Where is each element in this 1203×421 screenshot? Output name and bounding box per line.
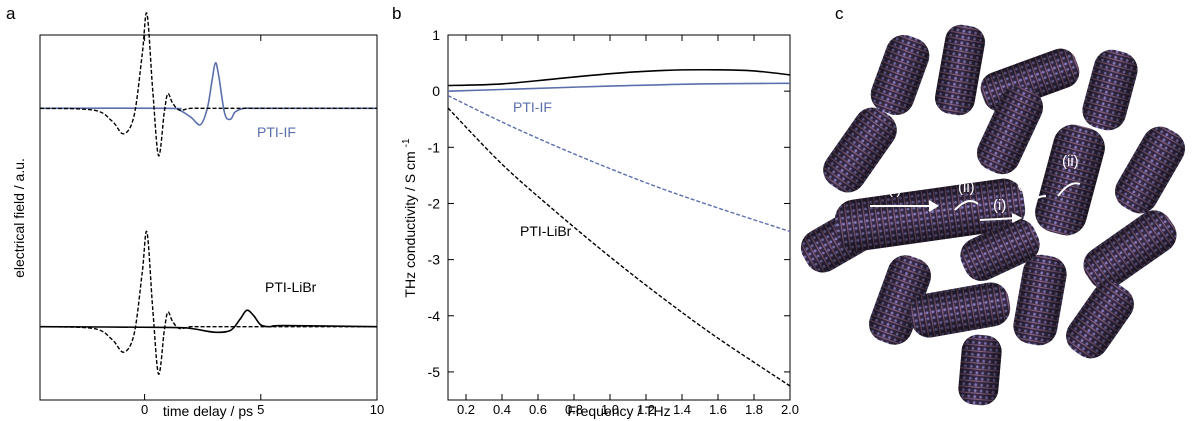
panel-b-x-tick-label: 2.0 [781, 402, 799, 417]
panel-a-series [39, 12, 378, 375]
panel-b-y-tick-label: -2 [428, 195, 441, 211]
arrow-hop-3 [1057, 182, 1081, 197]
panel-b: 0.2 0.4 0.6 0.8 1.0 1.2 1.4 1.6 1.8 2.0 1 0 -1 -2 -3 -4… [401, 27, 799, 419]
panel-a-series-2 [39, 309, 378, 334]
panel-b-x-tick-label: 0.2 [457, 402, 475, 417]
panel-b-label-pti-if: PTI-IF [513, 99, 552, 115]
panel-a: 0 5 10 time delay / ps electrical field / … [11, 12, 384, 419]
panel-a-label-pti-if: PTI-IF [257, 124, 296, 140]
panel-b-series-3 [447, 107, 791, 387]
panel-a-ylabel: electrical field / a.u. [11, 158, 27, 278]
panel-letter-a: a [6, 4, 16, 23]
arrow-hop-2 [1026, 195, 1047, 213]
panel-a-label-pti-libr: PTI-LiBr [265, 279, 317, 295]
annotation-i-1: (i) [888, 181, 901, 198]
panel-a-xlabel: time delay / ps [163, 403, 253, 419]
panel-b-series [447, 68, 791, 387]
panel-b-frame [447, 34, 791, 401]
panel-a-frame [39, 34, 378, 401]
panel-b-x-tick-label: 1.6 [709, 402, 727, 417]
panel-b-x-tick-label: 1.4 [673, 402, 691, 417]
panel-b-ylabel: THz conductivity / S cm -1 [401, 138, 418, 298]
panel-a-series-0 [39, 61, 377, 126]
nanotube-cluster [800, 24, 1185, 406]
panel-a-x-tick-label: 10 [370, 402, 384, 417]
panel-a-x-tick-label: 0 [141, 402, 148, 417]
panel-a-series-1 [39, 12, 377, 157]
panel-b-ylabel-superscript: -1 [401, 138, 412, 147]
arrow-intratube-2-head [1011, 213, 1023, 223]
panel-b-series-0 [447, 68, 791, 87]
panel-b-y-tick-label: 0 [432, 83, 440, 99]
panel-b-x-tick-label: 1.8 [745, 402, 763, 417]
panel-a-x-tick-label: 5 [257, 402, 264, 417]
panel-a-series-3 [39, 230, 377, 375]
panel-b-label-pti-libr: PTI-LiBr [520, 223, 572, 239]
panel-a-x-ticks: 0 5 10 [141, 35, 384, 417]
panel-b-x-tick-label: 0.8 [565, 402, 583, 417]
panel-b-x-tick-label: 0.6 [529, 402, 547, 417]
arrow-intratube-1-head [928, 200, 939, 212]
panel-b-y-tick-label: -5 [428, 364, 441, 380]
panel-letter-b: b [392, 4, 402, 23]
panel-b-x-tick-label: 0.4 [493, 402, 511, 417]
panel-b-x-tick-label: 1.2 [637, 402, 655, 417]
panel-b-ylabel-text: THz conductivity / S cm [402, 151, 418, 297]
panel-b-y-tick-label: 1 [432, 27, 440, 43]
annotation-ii-1: (ii) [958, 179, 975, 196]
panel-b-series-1 [447, 82, 791, 92]
panel-letter-c: c [835, 4, 844, 23]
panel-b-xlabel: Frequency / THz [567, 403, 670, 419]
annotation-ii-3: (ii) [1062, 153, 1079, 170]
panel-b-y-tick-label: -3 [428, 252, 441, 268]
panel-b-series-2 [447, 94, 791, 233]
annotation-i-2: (i) [993, 197, 1006, 214]
arrow-hop-1 [954, 200, 979, 211]
annotation-ii-2: (ii) [1017, 175, 1034, 192]
panel-b-y-tick-label: -1 [428, 139, 441, 155]
panel-b-ticks: 0.2 0.4 0.6 0.8 1.0 1.2 1.4 1.6 1.8 2.0 1 0 -1 -2 -3 -4… [428, 27, 799, 417]
hopping-arrows [870, 182, 1081, 223]
panel-b-y-tick-label: -4 [428, 308, 441, 324]
panel-b-x-tick-label: 1.0 [601, 402, 619, 417]
panel-c-illustration: (i) (ii) (i) (ii) (ii) [800, 24, 1185, 406]
arrow-intratube-2 [979, 217, 1019, 221]
